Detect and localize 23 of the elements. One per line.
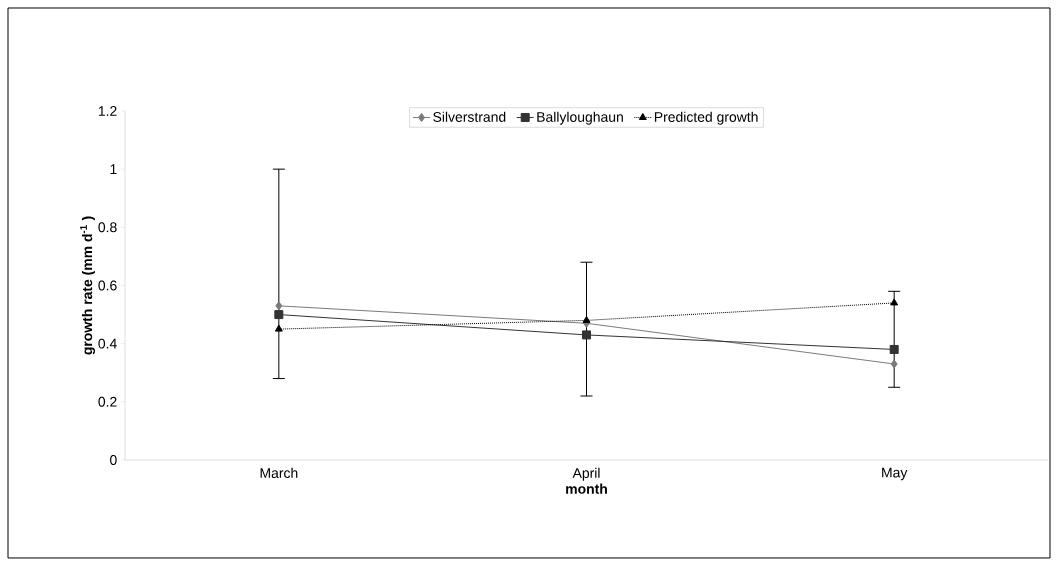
point	[890, 359, 898, 369]
point	[274, 310, 284, 320]
legend-label: Ballyloughaun	[537, 111, 623, 125]
legend-label: Predicted growth	[654, 111, 758, 125]
legend-label: Silverstrand	[433, 111, 506, 122]
point	[889, 344, 899, 354]
point	[582, 315, 591, 323]
x-tick-label: May	[882, 467, 908, 481]
point	[582, 330, 592, 340]
point	[274, 324, 283, 332]
y-axis-title: growth rate (mm d$^{-1}$ )	[80, 216, 96, 355]
y-tick-label: 0	[110, 455, 117, 465]
point	[275, 301, 283, 311]
y-tick-label: 0.8	[98, 222, 117, 233]
y-tick-label: 0.6	[98, 280, 117, 291]
x-axis-title: month	[566, 483, 607, 494]
y-tick-label: 1.2	[98, 106, 117, 116]
y-tick-label: 0.4	[98, 338, 117, 349]
x-tick-label: March	[260, 467, 298, 478]
point	[890, 298, 899, 306]
y-tick-label: 0.2	[98, 396, 117, 407]
x-tick-label: April	[572, 467, 600, 481]
y-tick-label: 1	[110, 164, 117, 174]
